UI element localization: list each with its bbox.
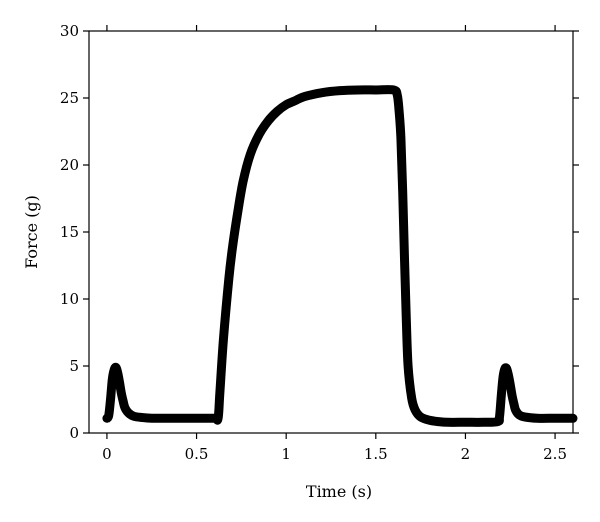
x-tick-label: 1.5 [364,445,388,463]
x-tick-label: 1 [281,445,291,463]
x-tick-label: 2.5 [543,445,567,463]
y-tick-label: 0 [69,424,79,442]
y-tick-label: 30 [60,22,79,40]
x-tick-labels: 0 0.5 1 1.5 2 2.5 [102,445,567,463]
axis-ticks [83,25,579,439]
y-tick-label: 5 [69,357,79,375]
series-force-line [102,85,578,427]
y-tick-label: 15 [60,223,79,241]
y-tick-label: 20 [60,156,79,174]
x-tick-label: 0.5 [185,445,209,463]
y-tick-label: 25 [60,89,79,107]
x-axis-title: Time (s) [306,482,372,501]
y-tick-labels: 0 5 10 15 20 25 30 [60,22,79,442]
x-tick-label: 0 [102,445,112,463]
y-axis-title: Force (g) [22,195,41,269]
y-tick-label: 10 [60,290,79,308]
x-tick-label: 2 [461,445,471,463]
